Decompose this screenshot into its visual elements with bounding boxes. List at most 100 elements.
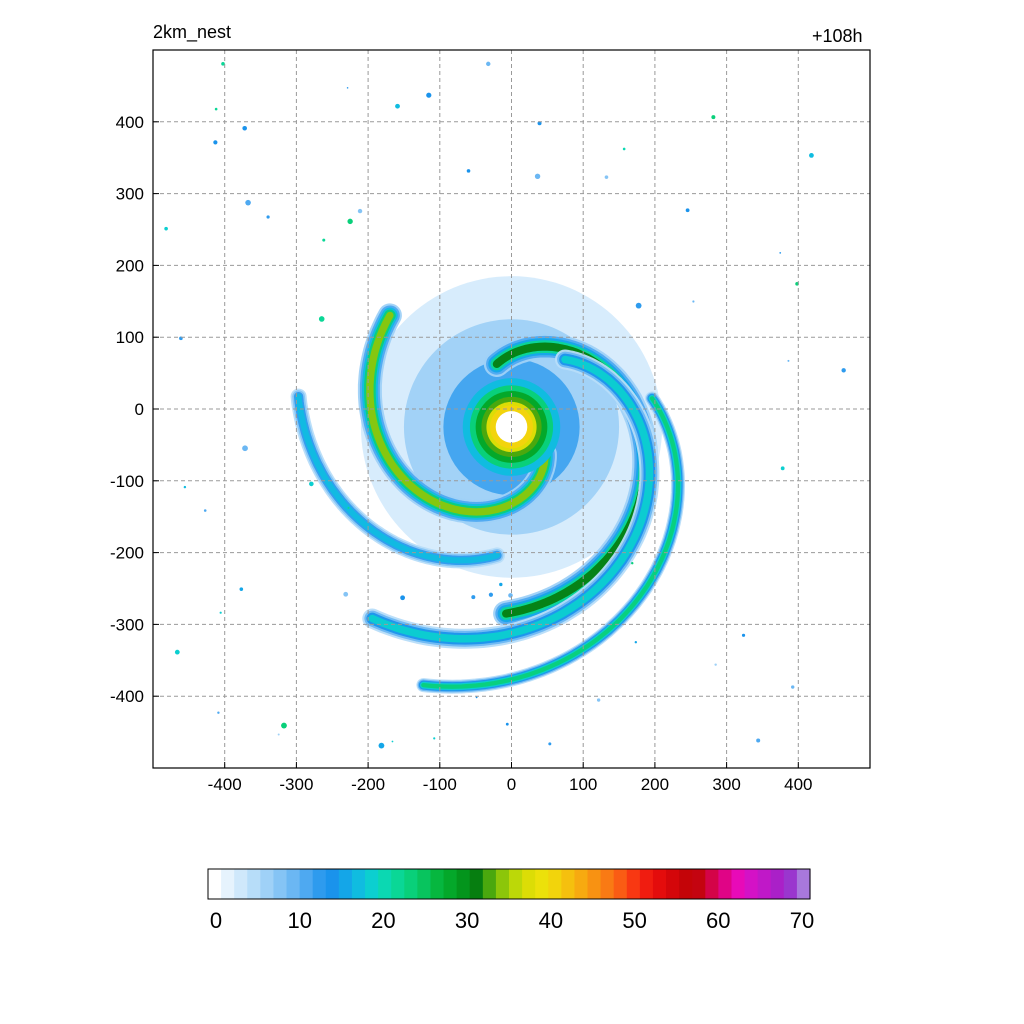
plot-title: 2km_nest [153,22,232,42]
colorbar-swatch [351,869,366,899]
colorbar-tick-label: 70 [790,908,814,933]
x-axis: -400 -300 -200 -100 0 100 200 300 400 [208,762,812,794]
convective-cell [433,737,436,740]
convective-cell [391,740,394,743]
convective-cell [505,722,509,726]
colorbar-swatch [495,869,510,899]
colorbar-swatch [639,869,654,899]
colorbar-swatch [312,869,327,899]
far-band-southeast-level [421,396,681,689]
convective-cell [221,62,225,66]
outer-band-west [357,303,557,524]
band-southwest [290,388,505,569]
convective-cell [499,582,503,587]
y-tick-label: -200 [110,544,144,563]
convective-cell [164,226,168,231]
convective-cell [596,698,601,702]
convective-cell [343,591,349,597]
y-tick-label: 300 [116,185,144,204]
x-tick-label: -400 [208,775,242,794]
convective-cell [242,125,247,131]
convective-cell [426,92,432,98]
trailing-band-south-level [368,355,654,643]
colorbar-swatch [443,869,458,899]
convective-cell [395,103,400,109]
convective-cell [466,169,471,173]
colorbar-swatch [365,869,379,899]
colorbar-swatch [770,869,785,899]
convective-cell [534,173,541,179]
colorbar-swatch [260,869,275,899]
convective-cell [219,611,222,614]
colorbar-swatch [731,869,746,899]
convective-cell [318,316,325,322]
colorbar-swatch [666,869,680,899]
colorbar-swatch [469,869,484,899]
y-tick-label: 100 [116,328,144,347]
colorbar-swatch [796,869,811,899]
x-tick-label: 200 [641,775,669,794]
y-tick-label: -300 [110,615,144,634]
convective-cell [245,199,251,206]
convective-cell [357,208,363,214]
convective-cell [779,252,782,254]
x-tick-label: 300 [712,775,740,794]
colorbar-tick-label: 0 [210,908,222,933]
convective-cell [281,722,287,729]
y-tick-label: -400 [110,687,144,706]
convective-cell [347,218,353,225]
colorbar-tick-label: 30 [455,908,479,933]
colorbar-swatch [613,869,628,899]
colorbar-swatch [404,869,418,899]
colorbar-swatch [299,869,314,899]
convective-cell [203,509,207,512]
y-axis: 400 300 200 100 0 -100 -200 -300 -400 [110,113,159,706]
colorbar-swatch [378,869,392,899]
convective-cell [277,733,280,736]
colorbar-tick-label: 20 [371,908,395,933]
colorbar-frame [207,868,811,900]
convective-cell [471,595,476,600]
convective-cell [604,175,609,179]
convective-cell [213,140,218,145]
reflectivity-field [164,61,846,749]
colorbar-tick-label: 50 [622,908,646,933]
convective-cell [741,633,746,637]
convective-cell [714,663,717,666]
outer-band-west-level [366,311,549,516]
convective-cell [756,738,761,743]
band-southwest-level [295,393,500,564]
convective-cell [217,711,220,714]
y-tick-label: 0 [135,400,144,419]
x-tick-label: -300 [279,775,313,794]
convective-cell [486,61,491,67]
scattered-cells [164,61,846,749]
forecast-hour-label: +108h [812,26,863,46]
convective-cell [841,368,846,373]
convective-cell [548,742,552,746]
convective-cell [475,696,478,699]
colorbar-swatch [692,869,706,899]
colorbar-swatch [679,869,693,899]
convective-cell [488,592,494,597]
convective-cell [174,649,180,655]
eye [495,411,528,443]
convective-cell [346,87,349,89]
convective-cell [309,481,314,487]
colorbar-tick-label: 10 [287,908,311,933]
colorbar-swatch [757,869,772,899]
x-tick-label: 0 [507,775,516,794]
convective-cell [809,153,814,158]
colorbar-swatch [718,869,733,899]
colorbar-swatch [548,869,562,899]
convective-cell [634,640,638,644]
convective-cell [242,445,248,452]
colorbar-swatch [273,869,288,899]
convective-cell [508,593,513,598]
colorbar-swatch [247,869,261,899]
colorbar-swatch [325,869,340,899]
convective-cell [711,115,716,120]
grid-lines [153,50,870,768]
colorbar-swatch [338,869,353,899]
